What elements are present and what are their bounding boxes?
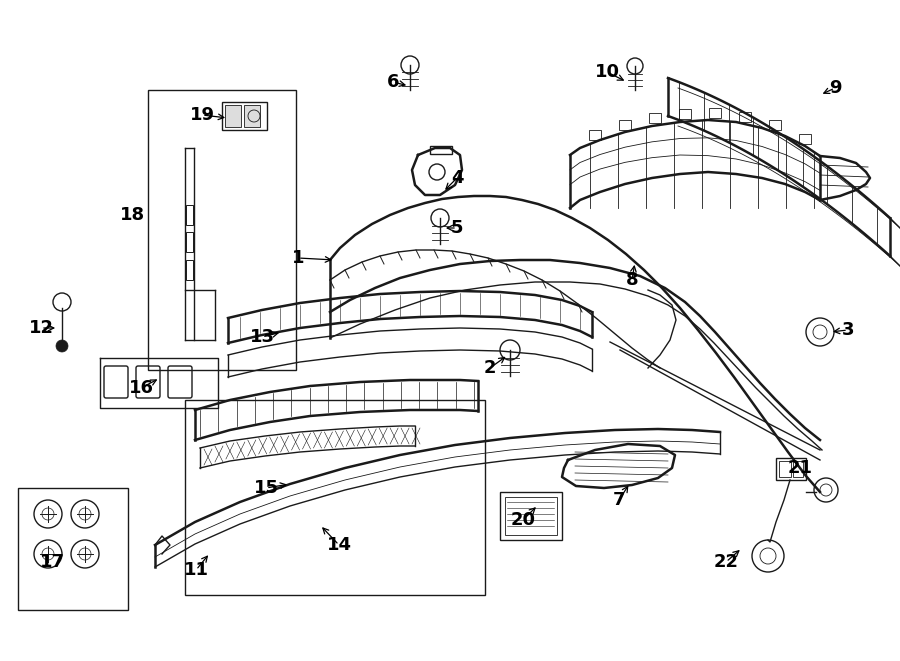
Bar: [679, 109, 691, 119]
Bar: [779, 461, 791, 477]
Text: 12: 12: [29, 319, 53, 337]
Text: 8: 8: [626, 271, 638, 289]
Bar: [148, 90, 296, 370]
Bar: [769, 120, 781, 130]
Bar: [18, 488, 128, 610]
Text: 3: 3: [842, 321, 854, 339]
Text: 2: 2: [484, 359, 496, 377]
Text: 16: 16: [129, 379, 154, 397]
Text: 14: 14: [327, 536, 352, 554]
Bar: [244, 105, 260, 127]
Bar: [186, 260, 193, 280]
Bar: [793, 461, 803, 477]
Bar: [222, 102, 267, 130]
Text: 9: 9: [829, 79, 842, 97]
Text: 20: 20: [510, 511, 536, 529]
Text: 15: 15: [254, 479, 278, 497]
Text: 22: 22: [714, 553, 739, 571]
Bar: [505, 497, 557, 535]
Text: 4: 4: [451, 169, 464, 187]
Bar: [619, 120, 631, 130]
Bar: [799, 134, 811, 144]
Text: 13: 13: [249, 328, 274, 346]
Bar: [649, 113, 661, 123]
Text: 1: 1: [292, 249, 304, 267]
Text: 10: 10: [595, 63, 619, 81]
Text: 11: 11: [184, 561, 209, 579]
Text: 7: 7: [613, 491, 626, 509]
Bar: [589, 130, 601, 140]
Text: 18: 18: [121, 206, 146, 224]
Bar: [185, 400, 485, 595]
Bar: [776, 458, 806, 480]
Bar: [500, 492, 562, 540]
Text: 19: 19: [190, 106, 214, 124]
Bar: [225, 105, 241, 127]
Text: 6: 6: [387, 73, 400, 91]
Text: 5: 5: [451, 219, 464, 237]
Bar: [430, 146, 452, 154]
Bar: [186, 205, 193, 225]
Bar: [186, 232, 193, 252]
Text: 17: 17: [40, 553, 65, 571]
Text: 21: 21: [788, 459, 813, 477]
Circle shape: [56, 340, 68, 352]
Bar: [739, 112, 751, 122]
Bar: [709, 108, 721, 118]
